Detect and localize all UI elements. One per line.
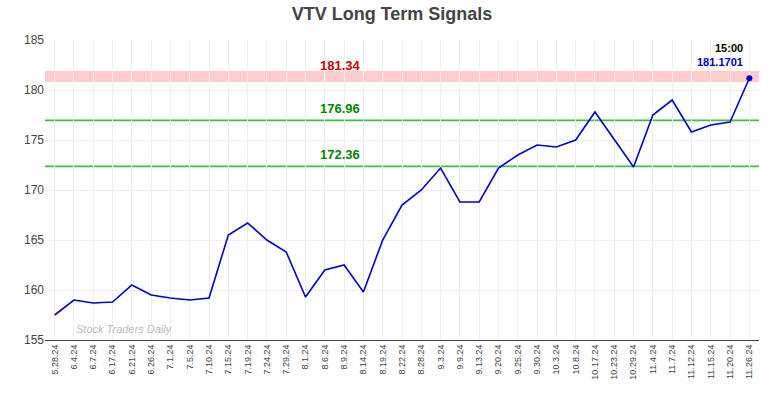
svg-text:170: 170 [24,183,44,197]
svg-text:10.29.24: 10.29.24 [628,345,638,380]
svg-text:176.96: 176.96 [320,101,360,116]
svg-text:6.26.24: 6.26.24 [146,345,156,375]
svg-text:8.22.24: 8.22.24 [397,345,407,375]
svg-text:185: 185 [24,33,44,47]
svg-text:5.28.24: 5.28.24 [50,345,60,375]
svg-text:15:00: 15:00 [715,42,743,54]
svg-text:VTV Long Term Signals: VTV Long Term Signals [292,4,493,24]
svg-text:7.10.24: 7.10.24 [204,345,214,375]
svg-text:180: 180 [24,83,44,97]
svg-text:172.36: 172.36 [320,147,360,162]
svg-text:11.20.24: 11.20.24 [725,345,735,379]
svg-text:7.24.24: 7.24.24 [262,345,272,375]
svg-text:9.25.24: 9.25.24 [513,345,523,375]
svg-text:7.1.24: 7.1.24 [165,345,175,370]
svg-text:Stock Traders Daily: Stock Traders Daily [76,323,173,335]
svg-text:6.4.24: 6.4.24 [69,345,79,370]
svg-text:7.29.24: 7.29.24 [281,345,291,375]
svg-text:6.17.24: 6.17.24 [107,345,117,375]
svg-text:8.14.24: 8.14.24 [358,345,368,375]
svg-text:9.9.24: 9.9.24 [455,345,465,370]
svg-text:175: 175 [24,133,44,147]
svg-text:7.19.24: 7.19.24 [243,345,253,375]
svg-text:8.28.24: 8.28.24 [416,345,426,375]
svg-text:6.7.24: 6.7.24 [88,345,98,370]
svg-text:165: 165 [24,233,44,247]
svg-text:7.5.24: 7.5.24 [185,345,195,370]
svg-text:9.20.24: 9.20.24 [493,345,503,375]
svg-text:9.13.24: 9.13.24 [474,345,484,375]
svg-text:6.21.24: 6.21.24 [127,345,137,375]
svg-text:181.34: 181.34 [320,58,361,73]
svg-text:9.3.24: 9.3.24 [436,345,446,370]
svg-text:11.12.24: 11.12.24 [686,345,696,379]
svg-text:11.4.24: 11.4.24 [648,345,658,374]
svg-text:10.23.24: 10.23.24 [609,345,619,380]
svg-text:8.6.24: 8.6.24 [320,345,330,370]
svg-text:8.1.24: 8.1.24 [300,345,310,370]
svg-text:181.1701: 181.1701 [697,56,743,68]
svg-text:8.19.24: 8.19.24 [378,345,388,375]
svg-text:11.26.24: 11.26.24 [744,345,754,379]
svg-text:11.7.24: 11.7.24 [667,345,677,374]
svg-text:11.15.24: 11.15.24 [706,345,716,379]
svg-text:8.9.24: 8.9.24 [339,345,349,370]
svg-text:10.8.24: 10.8.24 [571,345,581,375]
svg-text:10.17.24: 10.17.24 [590,345,600,380]
svg-text:9.30.24: 9.30.24 [532,345,542,375]
svg-text:7.15.24: 7.15.24 [223,345,233,375]
svg-text:160: 160 [24,283,44,297]
svg-text:155: 155 [24,333,44,347]
svg-text:10.3.24: 10.3.24 [551,345,561,375]
